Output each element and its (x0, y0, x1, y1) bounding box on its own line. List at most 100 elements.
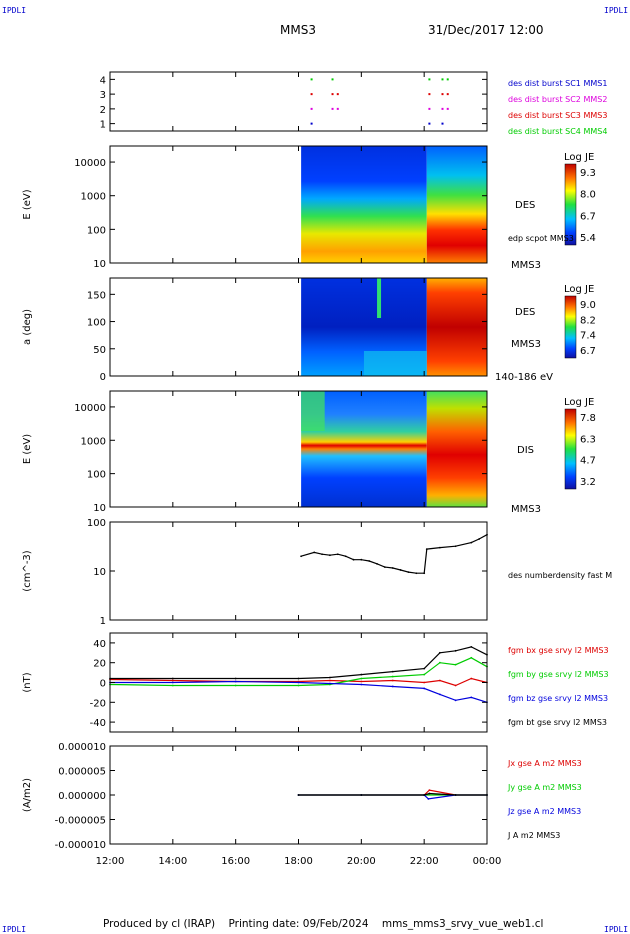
side-label-scpot: edp scpot MMS3 (508, 234, 574, 243)
y-axis-label: E (eV) (22, 434, 33, 464)
des-energy-spectrogram-region-2 (426, 146, 487, 263)
series-point (438, 693, 441, 696)
colorbar-title: Log JE (564, 284, 594, 295)
colorbar-tick-label: 9.0 (580, 300, 596, 311)
series-point (329, 676, 331, 679)
side-label-dis: DIS (517, 445, 534, 456)
y-tick-label: 50 (93, 345, 106, 356)
series-point (368, 560, 371, 562)
des-pitch-spectrogram-region-2 (426, 278, 487, 376)
des-energy-spectrogram-region-1 (301, 146, 427, 263)
colorbar-tick-label: 3.2 (580, 477, 596, 488)
y-tick-label: 0 (100, 372, 106, 383)
current-legend-entry: Jy gse A m2 MMS3 (507, 783, 582, 792)
series-line (298, 789, 487, 796)
series-point (425, 548, 428, 550)
colorbar (564, 163, 577, 246)
y-tick-label: 10 (93, 567, 106, 578)
burst-legend-entry: des dist burst SC4 MMS4 (508, 127, 607, 136)
burst-mark (446, 93, 449, 96)
burst-mark (331, 107, 334, 110)
colorbar-tick-label: 4.7 (580, 456, 596, 467)
bfield-legend-entry: fgm bt gse srvy l2 MMS3 (508, 718, 607, 727)
y-tick-label: 10 (93, 503, 106, 514)
series-point (438, 679, 441, 682)
series-line (298, 792, 487, 796)
x-tick-label: 18:00 (284, 856, 313, 867)
y-tick-label: -0.000010 (55, 840, 106, 851)
x-tick-label: 16:00 (221, 856, 250, 867)
series-point (454, 699, 457, 702)
series-point (423, 687, 426, 690)
burst-mark (310, 122, 313, 125)
series-point (407, 571, 410, 573)
burst-mark (310, 107, 313, 110)
corner-mark-tr: IPDLI (604, 6, 629, 15)
colorbar-tick-label: 8.2 (580, 315, 596, 326)
y-tick-label: 10 (93, 259, 106, 270)
y-tick-label: 0 (100, 679, 106, 690)
colorbar-tick-label: 7.8 (580, 413, 596, 424)
pitch-band (363, 351, 427, 376)
source-filename: mms_mms3_srvy_vue_web1.cl (381, 918, 544, 930)
series-point (423, 794, 426, 796)
series-point (360, 677, 363, 680)
series-point (438, 661, 441, 664)
bfield-legend-entry: fgm bz gse srvy l2 MMS3 (508, 694, 608, 703)
x-tick-label: 14:00 (158, 856, 187, 867)
burst-mark (428, 107, 431, 110)
series-point (376, 562, 378, 565)
side-label-mms3: MMS3 (511, 260, 541, 271)
series-point (360, 683, 363, 686)
y-axis-label: (cm^-3) (22, 550, 33, 591)
y-tick-label: 0.000000 (58, 791, 106, 802)
series-point (329, 682, 331, 685)
series-point (234, 684, 237, 687)
series-point (454, 545, 457, 548)
y-tick-label: 10000 (74, 403, 106, 414)
current-legend-entry: Jz gse A m2 MMS3 (507, 807, 581, 816)
datetime-title: 31/Dec/2017 12:00 (428, 23, 544, 37)
series-point (427, 798, 430, 800)
y-tick-label: 100 (87, 225, 106, 236)
y-tick-label: 3 (100, 90, 106, 101)
series-line (110, 680, 488, 703)
burst-panel-frame (109, 71, 488, 132)
series-point (360, 673, 363, 676)
burst-mark (441, 93, 444, 96)
y-tick-label: 40 (93, 639, 106, 650)
burst-mark (331, 78, 334, 81)
y-axis-label: (nT) (22, 672, 33, 692)
series-point (415, 572, 418, 575)
burst-mark (310, 78, 313, 81)
x-tick-label: 20:00 (347, 856, 376, 867)
series-point (391, 675, 394, 678)
burst-legend-entry: des dist burst SC1 MMS1 (508, 79, 607, 88)
series-point (454, 684, 457, 687)
y-tick-label: 0.000005 (58, 767, 106, 778)
series-point (171, 679, 174, 682)
series-line (110, 646, 488, 680)
burst-mark (336, 93, 339, 96)
series-point (297, 684, 300, 687)
y-tick-label: 4 (100, 75, 106, 86)
series-point (171, 677, 174, 680)
corner-mark-br: IPDLI (604, 925, 629, 934)
series-point (454, 663, 457, 666)
series-line (109, 657, 488, 687)
colorbar-title: Log JE (564, 152, 594, 163)
y-tick-label: 2 (100, 105, 106, 116)
y-tick-label: 1000 (81, 192, 106, 203)
burst-mark (428, 122, 431, 125)
burst-legend-entry: des dist burst SC2 MMS2 (508, 95, 607, 104)
series-point (171, 681, 174, 684)
y-tick-label: 1000 (81, 436, 106, 447)
y-tick-label: 150 (87, 290, 106, 301)
series-point (391, 670, 394, 673)
series-point (171, 684, 174, 687)
burst-mark (446, 78, 449, 81)
bfield-legend-entry: fgm bx gse srvy l2 MMS3 (508, 646, 609, 655)
series-point (399, 569, 402, 571)
series-point (336, 553, 339, 556)
burst-mark (441, 78, 444, 81)
